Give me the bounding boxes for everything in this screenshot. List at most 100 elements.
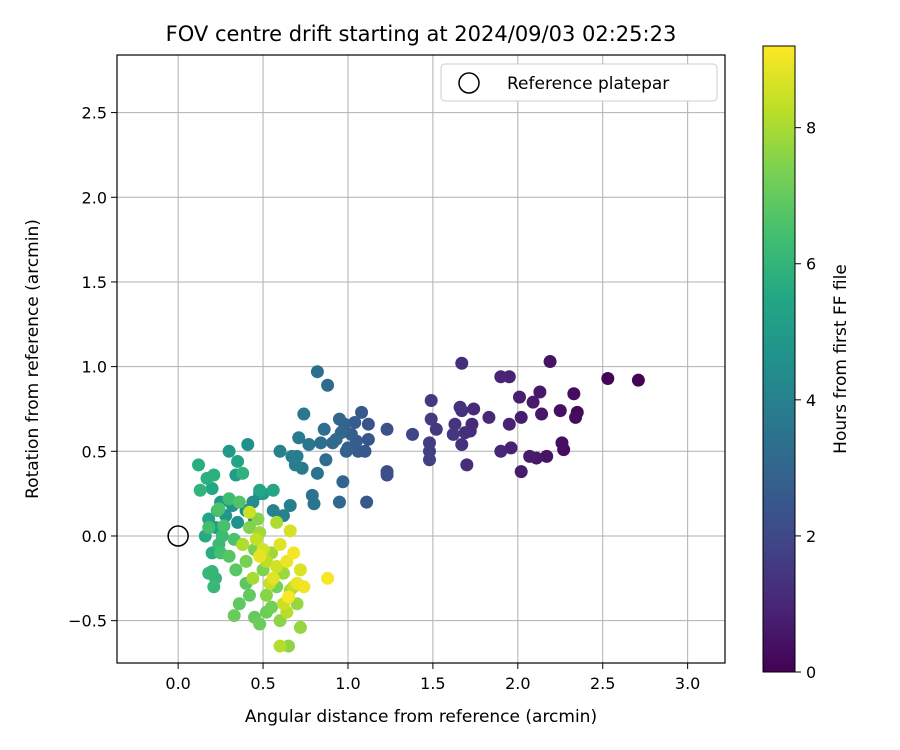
data-point (253, 483, 267, 497)
legend-marker-icon (458, 72, 480, 94)
data-point (266, 483, 280, 497)
data-point (502, 417, 516, 431)
y-tick-label: −0.5 (68, 612, 107, 631)
data-point (319, 453, 333, 467)
data-point (460, 458, 474, 472)
data-point (266, 571, 280, 585)
data-point (266, 504, 280, 518)
data-point (253, 549, 267, 563)
y-tick-label: 1.5 (82, 273, 107, 292)
data-point (540, 449, 554, 463)
y-tick-label: 1.0 (82, 358, 107, 377)
data-point (555, 436, 569, 450)
data-point (285, 449, 299, 463)
chart-title: FOV centre drift starting at 2024/09/03 … (166, 22, 677, 46)
data-point (193, 483, 207, 497)
data-point (380, 422, 394, 436)
data-point (253, 617, 267, 631)
data-point (242, 521, 256, 535)
data-point (429, 422, 443, 436)
x-tick-label: 0.0 (165, 674, 190, 693)
data-point (293, 620, 307, 634)
y-tick-label: 2.5 (82, 104, 107, 123)
data-point (453, 400, 467, 414)
data-point (455, 438, 469, 452)
data-point (448, 417, 462, 431)
y-axis-label: Rotation from reference (arcmin) (23, 219, 43, 499)
data-point (242, 588, 256, 602)
data-point (232, 495, 246, 509)
data-point (222, 549, 236, 563)
colorbar-tick-label: 2 (806, 527, 816, 546)
grid (117, 55, 725, 663)
data-point (569, 410, 583, 424)
x-tick-label: 2.0 (505, 674, 530, 693)
legend-label: Reference platepar (507, 74, 669, 94)
data-point (202, 566, 216, 580)
data-point (241, 438, 255, 452)
data-point (467, 402, 481, 416)
data-point (380, 468, 394, 482)
data-point (292, 431, 306, 445)
colorbar-label: Hours from first FF file (831, 264, 851, 454)
data-point (232, 597, 246, 611)
legend-box (440, 63, 718, 102)
legend: Reference platepar (440, 63, 718, 102)
data-point (283, 524, 297, 538)
data-point (631, 373, 645, 387)
data-point (287, 546, 301, 560)
data-point (236, 537, 250, 551)
colorbar: 0 2 4 6 8 Hours from first FF file (762, 45, 851, 682)
data-point (326, 436, 340, 450)
data-point (192, 458, 206, 472)
data-point (494, 444, 508, 458)
data-point (348, 416, 362, 430)
data-point (535, 407, 549, 421)
data-point (222, 492, 236, 506)
data-point (321, 378, 335, 392)
data-point (310, 466, 324, 480)
data-point (339, 444, 353, 458)
x-tick-label: 3.0 (675, 674, 700, 693)
data-point (273, 537, 287, 551)
data-point (360, 495, 374, 509)
data-point (514, 465, 528, 479)
data-point (317, 422, 331, 436)
data-point (202, 521, 216, 535)
data-point (246, 571, 260, 585)
data-point (273, 444, 287, 458)
data-point (239, 554, 253, 568)
data-point (424, 412, 438, 426)
colorbar-gradient (762, 45, 796, 673)
data-point (270, 515, 284, 529)
data-point (265, 600, 279, 614)
data-point (270, 559, 284, 573)
data-point (504, 441, 518, 455)
data-point (310, 365, 324, 379)
data-point (332, 412, 346, 426)
data-point (217, 519, 231, 533)
colorbar-tick-label: 8 (806, 119, 816, 138)
data-point (336, 475, 350, 489)
data-point (231, 515, 245, 529)
data-point (231, 454, 245, 468)
data-point (543, 355, 557, 369)
data-point (351, 444, 365, 458)
data-point (513, 390, 527, 404)
data-point (567, 387, 581, 401)
data-point (344, 427, 358, 441)
data-point (242, 505, 256, 519)
data-point (422, 453, 436, 467)
data-point (249, 532, 263, 546)
data-points (192, 355, 645, 653)
data-point (601, 371, 615, 385)
data-point (361, 432, 375, 446)
data-point (553, 404, 567, 418)
data-point (200, 471, 214, 485)
y-tick-label: 0.5 (82, 442, 107, 461)
data-point (212, 502, 226, 516)
colorbar-tick-label: 0 (806, 663, 816, 682)
data-point (302, 438, 316, 452)
data-point (314, 436, 328, 450)
